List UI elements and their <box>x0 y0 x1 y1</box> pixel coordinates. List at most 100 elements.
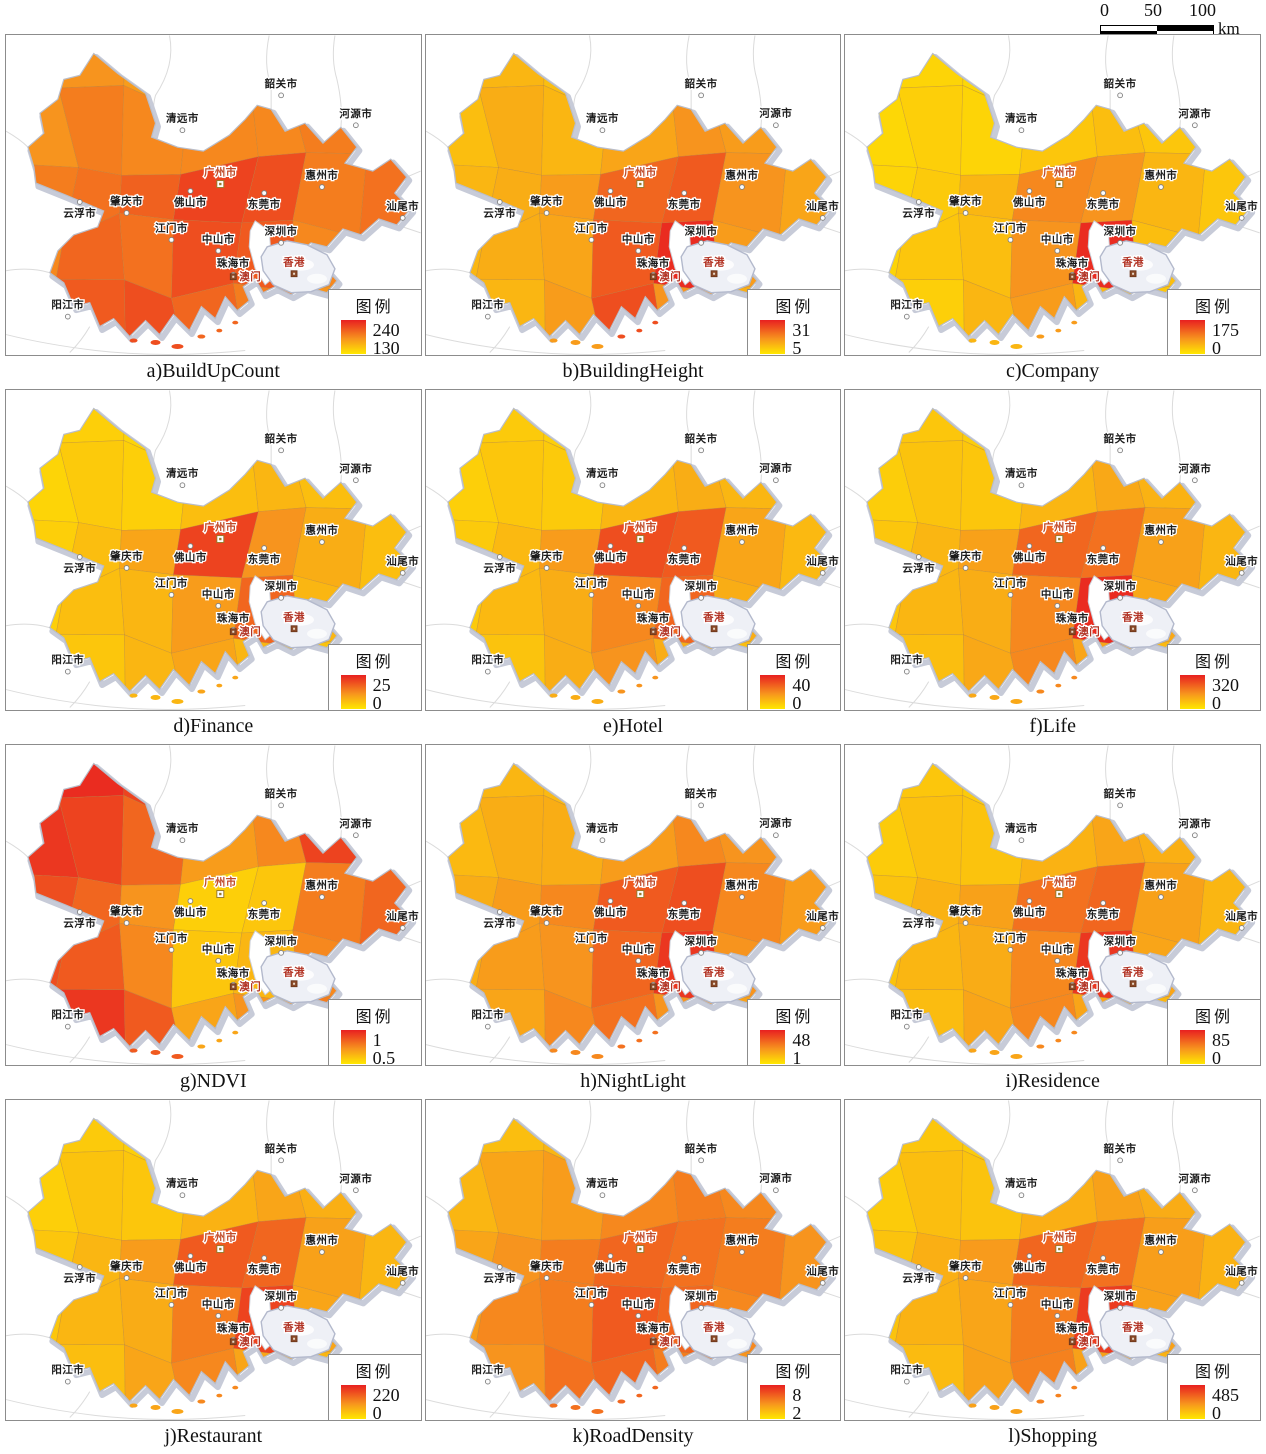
city-marker-澳门 <box>229 983 237 991</box>
city-label-清远市: 清远市 <box>1005 822 1038 835</box>
map-frame-b: 韶关市 清远市 河源市 惠州市 广州市 肇庆市 佛山市 东莞市 云浮市 汕尾市 江门市 中山市 深圳市珠… <box>424 34 842 356</box>
city-marker-广州市 <box>216 1245 225 1254</box>
city-marker-阳江市 <box>64 1378 71 1385</box>
city-label-中山市: 中山市 <box>622 942 655 955</box>
city-marker-广州市 <box>216 180 225 189</box>
city-label-佛山市: 佛山市 <box>1012 1260 1046 1273</box>
city-marker-佛山市 <box>187 1253 194 1259</box>
county-cell <box>58 408 126 444</box>
city-label-广州市: 广州市 <box>204 166 237 179</box>
county-cell <box>867 53 906 100</box>
county-cell <box>55 1277 125 1346</box>
city-marker-东莞市 <box>261 900 268 906</box>
city-marker-韶关市 <box>1117 1157 1124 1164</box>
city-label-澳门: 澳门 <box>659 980 681 993</box>
city-label-云浮市: 云浮市 <box>903 1271 936 1284</box>
city-marker-澳门 <box>229 628 237 636</box>
county-cell <box>55 567 125 636</box>
county-cell <box>27 408 67 455</box>
city-label-中山市: 中山市 <box>622 232 655 245</box>
city-label-澳门: 澳门 <box>659 270 681 283</box>
county-cell <box>604 53 672 115</box>
city-marker-香港 <box>710 1335 718 1343</box>
legend-min-value: 130 <box>372 338 400 356</box>
legend-box-f: 图例 320 0 <box>1166 644 1260 710</box>
scale-bar-unit: km <box>1218 18 1240 38</box>
county-cell <box>664 1118 726 1178</box>
county-cell <box>447 633 486 692</box>
city-label-云浮市: 云浮市 <box>63 206 96 219</box>
county-cell <box>867 1118 906 1165</box>
county-cell <box>604 408 672 470</box>
legend-title: 图例 <box>775 654 814 671</box>
city-label-澳门: 澳门 <box>1079 980 1101 993</box>
legend-box-h: 图例 48 1 <box>747 999 841 1065</box>
city-marker-佛山市 <box>187 188 194 194</box>
city-label-惠州市: 惠州市 <box>306 879 339 892</box>
map-frame-g: 韶关市 清远市 河源市 惠州市 广州市 肇庆市 佛山市 东莞市 云浮市 汕尾市 江门市 中山市 深圳市珠… <box>5 744 422 1066</box>
city-marker-澳门 <box>229 273 237 281</box>
legend-title: 图例 <box>1194 299 1233 316</box>
city-label-珠海市: 珠海市 <box>217 611 250 624</box>
city-marker-香港 <box>1130 980 1137 988</box>
county-cell <box>244 53 306 113</box>
city-marker-韶关市 <box>278 802 284 809</box>
city-marker-江门市 <box>1007 1302 1014 1308</box>
city-label-香港: 香港 <box>282 1320 305 1333</box>
legend-max-value: 31 <box>792 320 811 340</box>
city-marker-东莞市 <box>680 190 687 196</box>
city-label-韶关市: 韶关市 <box>1104 432 1137 445</box>
city-marker-清远市 <box>1018 127 1025 134</box>
figure-panel-l: 韶关市 清远市 河源市 惠州市 广州市 肇庆市 佛山市 东莞市 云浮市 汕尾市 江门市 中山市 深圳市珠… <box>844 1099 1261 1453</box>
legend-color-ramp <box>760 1030 786 1064</box>
city-marker-中山市 <box>1054 1312 1061 1319</box>
city-marker-中山市 <box>1054 957 1061 964</box>
city-label-汕尾市: 汕尾市 <box>806 909 839 922</box>
city-label-东莞市: 东莞市 <box>667 1262 700 1275</box>
city-label-惠州市: 惠州市 <box>1145 1234 1178 1247</box>
figure-panel-i: 韶关市 清远市 河源市 惠州市 广州市 肇庆市 佛山市 东莞市 云浮市 汕尾市 江门市 中山市 深圳市珠… <box>844 744 1261 1098</box>
city-marker-中山市 <box>1054 602 1061 609</box>
city-label-阳江市: 阳江市 <box>891 653 924 666</box>
city-label-阳江市: 阳江市 <box>891 1008 924 1021</box>
county-cell <box>447 988 486 1047</box>
city-marker-澳门 <box>649 628 657 636</box>
city-label-澳门: 澳门 <box>1079 625 1101 638</box>
city-marker-中山市 <box>635 957 641 964</box>
city-label-汕尾市: 汕尾市 <box>386 1264 419 1277</box>
city-marker-澳门 <box>649 273 657 281</box>
city-label-江门市: 江门市 <box>575 931 608 944</box>
city-marker-惠州市 <box>319 1249 325 1255</box>
map-frame-e: 韶关市 清远市 河源市 惠州市 广州市 肇庆市 佛山市 东莞市 云浮市 汕尾市 江门市 中山市 深圳市珠… <box>424 389 842 711</box>
city-marker-中山市 <box>635 602 641 609</box>
legend-color-ramp <box>340 1030 366 1064</box>
county-cell <box>895 1277 965 1346</box>
city-label-江门市: 江门市 <box>994 576 1027 589</box>
city-marker-肇庆市 <box>963 565 969 571</box>
city-label-韶关市: 韶关市 <box>684 432 717 445</box>
county-cell <box>895 212 965 281</box>
legend-color-ramp <box>1179 675 1205 709</box>
city-label-珠海市: 珠海市 <box>636 256 669 269</box>
city-marker-汕尾市 <box>819 925 826 931</box>
city-label-佛山市: 佛山市 <box>593 550 627 563</box>
city-marker-惠州市 <box>1158 539 1165 545</box>
city-label-佛山市: 佛山市 <box>593 195 627 208</box>
city-label-东莞市: 东莞市 <box>667 197 700 210</box>
city-label-阳江市: 阳江市 <box>891 1363 924 1376</box>
city-marker-汕尾市 <box>1239 215 1245 221</box>
legend-min-value: 0 <box>1211 1048 1221 1066</box>
county-cell <box>244 763 306 823</box>
panel-caption-d: d)Finance <box>173 715 254 737</box>
county-cell <box>895 922 965 991</box>
city-label-珠海市: 珠海市 <box>636 1321 669 1334</box>
city-label-肇庆市: 肇庆市 <box>529 904 563 917</box>
city-label-韶关市: 韶关市 <box>1104 787 1137 800</box>
panel-caption-k: k)RoadDensity <box>572 1425 694 1447</box>
city-label-广州市: 广州市 <box>624 1231 657 1244</box>
city-marker-澳门 <box>1069 983 1076 991</box>
city-marker-广州市 <box>635 1245 644 1254</box>
